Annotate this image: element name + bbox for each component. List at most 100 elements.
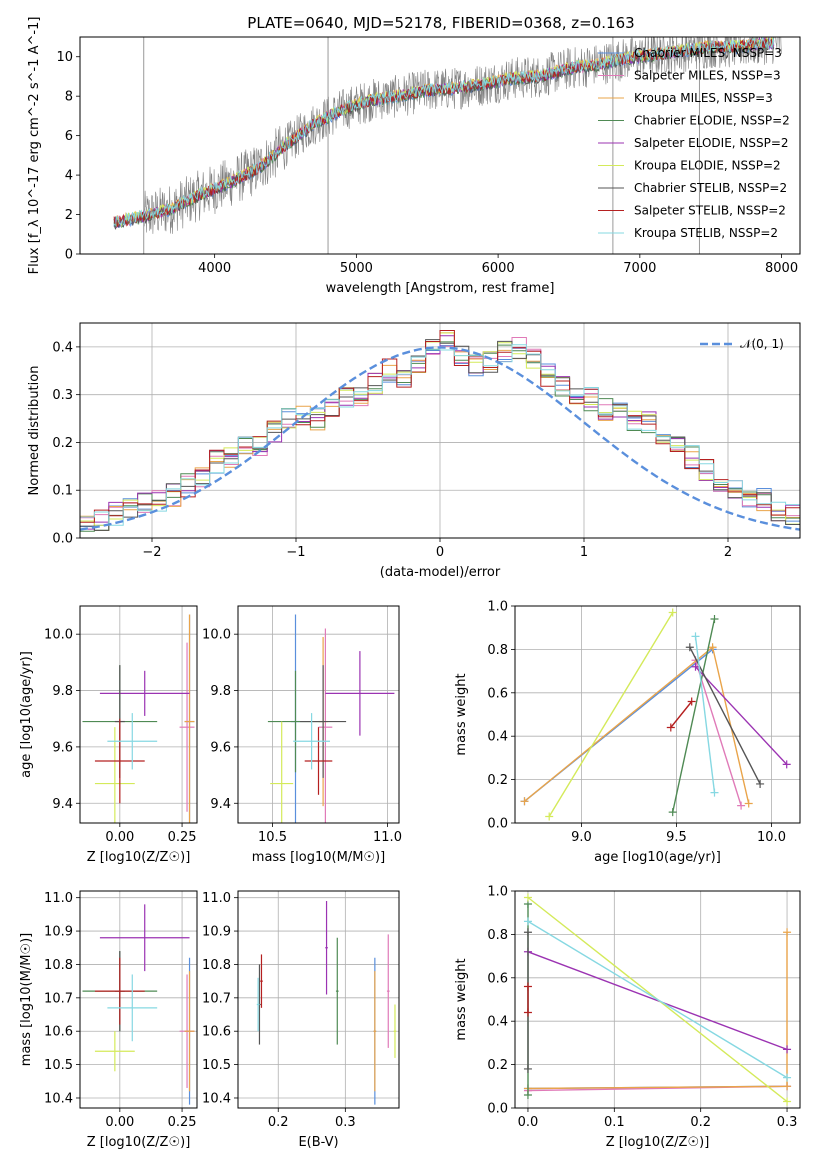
plot-area <box>256 901 397 1105</box>
y-tick-label: 0.4 <box>487 730 508 745</box>
x-tick-label: 0.00 <box>105 830 134 845</box>
y-tick-label: 10 <box>56 50 73 65</box>
y-tick-label: 10.5 <box>44 1058 73 1073</box>
y-tick-label: 2 <box>65 208 73 223</box>
x-tick-label: 11.0 <box>373 830 402 845</box>
panel-age-vs-mass-weight: 9.0 9.5 10.0 0.0 0.2 0.4 0.6 0.8 1.0 age [log10(a… <box>454 600 801 865</box>
weight-series-line <box>524 645 750 804</box>
y-axis-label: Flux [f_λ 10^-17 erg cm^-2 s^-1 A^-1] <box>27 17 42 275</box>
y-tick-label: 10.9 <box>44 925 73 940</box>
y-tick-label: 0.6 <box>487 686 508 701</box>
legend-label: Chabrier MILES, NSSP=3 <box>634 46 782 60</box>
y-tick-label: 0.8 <box>487 928 508 943</box>
axes-frame <box>79 605 198 824</box>
y-tick-label: 11.0 <box>44 891 73 906</box>
y-tick-label: 10.4 <box>44 1091 73 1106</box>
weight-point-marker <box>668 808 677 817</box>
y-tick-label: 4 <box>65 169 73 184</box>
y-tick-label: 0.0 <box>487 1102 508 1117</box>
x-axis-label: E(B-V) <box>298 1135 338 1150</box>
normal-curve <box>80 346 800 531</box>
legend-label: Salpeter MILES, NSSP=3 <box>634 69 781 83</box>
x-axis-label: mass [log10(M/M☉)] <box>252 850 385 865</box>
weight-point-marker <box>523 982 532 991</box>
x-tick-label: 0.1 <box>604 1115 625 1130</box>
y-tick-label: 0.8 <box>487 643 508 658</box>
x-tick-label: 10.0 <box>757 830 786 845</box>
model-series-line <box>113 37 775 227</box>
x-tick-label: 0.2 <box>268 1115 289 1130</box>
y-tick-label: 10.7 <box>44 991 73 1006</box>
weight-series-line <box>694 636 716 793</box>
weight-point-marker <box>783 1045 792 1054</box>
panel-residual-histogram: −2 −1 0 1 2 0.0 0.1 0.2 0.3 0.4 (data-model)/error… <box>27 322 801 580</box>
x-tick-label: 0.25 <box>168 830 197 845</box>
plot-area <box>82 904 195 1105</box>
x-axis-label: wavelength [Angstrom, rest frame] <box>326 281 555 296</box>
y-tick-label: 0.4 <box>487 1015 508 1030</box>
panel-spectrum: 4000 5000 6000 7000 8000 0 2 4 6 8 10 wavelength [A… <box>27 17 801 296</box>
y-axis-label: mass weight <box>454 673 469 755</box>
y-tick-label: 9.4 <box>210 797 231 812</box>
weight-point-marker <box>710 788 719 797</box>
y-tick-label: 0.3 <box>52 388 73 403</box>
legend-label: Kroupa MILES, NSSP=3 <box>634 91 773 105</box>
x-tick-label: 2 <box>724 545 732 560</box>
y-axis-label: age [log10(age/yr)] <box>19 651 34 778</box>
x-tick-label: −2 <box>142 545 161 560</box>
x-axis-label: age [log10(age/yr)] <box>594 850 721 865</box>
y-tick-label: 0.2 <box>487 1058 508 1073</box>
x-tick-label: 0.00 <box>105 1115 134 1130</box>
legend-label: Salpeter ELODIE, NSSP=2 <box>634 136 789 150</box>
weight-series-line <box>527 920 788 1079</box>
x-tick-label: 0.3 <box>777 1115 798 1130</box>
weight-point-marker <box>783 1073 792 1082</box>
weight-point-marker <box>783 928 792 937</box>
plot-area <box>80 330 800 532</box>
plot-area <box>520 608 791 821</box>
y-axis-label: mass weight <box>454 958 469 1040</box>
y-tick-label: 0.4 <box>52 340 73 355</box>
figure-title: PLATE=0640, MJD=52178, FIBERID=0368, z=0… <box>247 14 634 32</box>
weight-point-marker <box>691 662 700 671</box>
axes-frame <box>514 890 801 1109</box>
x-tick-label: 4000 <box>198 261 231 276</box>
weight-point-marker <box>783 1097 792 1106</box>
y-tick-label: 10.6 <box>44 1025 73 1040</box>
legend-label: Kroupa STELIB, NSSP=2 <box>634 226 778 240</box>
weight-point-marker <box>691 632 700 641</box>
y-tick-label: 10.6 <box>202 1025 231 1040</box>
y-tick-label: 0.0 <box>52 532 73 547</box>
weight-point-marker <box>523 928 532 937</box>
y-tick-label: 10.8 <box>44 958 73 973</box>
weight-point-marker <box>782 760 791 769</box>
y-tick-label: 0.0 <box>487 817 508 832</box>
panel-mass-vs-age: 10.5 11.0 9.4 9.6 9.8 10.0 mass [log10(M/M☉)] <box>202 605 402 865</box>
x-tick-label: 0.0 <box>518 1115 539 1130</box>
legend-label: 𝒩(0, 1) <box>740 337 784 351</box>
y-tick-label: 8 <box>65 90 73 105</box>
y-axis-label: Normed distribution <box>27 366 42 496</box>
axes-frame <box>514 605 801 824</box>
y-tick-label: 0.6 <box>487 971 508 986</box>
x-axis-label: (data-model)/error <box>380 565 501 580</box>
weight-point-marker <box>756 779 765 788</box>
x-tick-label: 9.0 <box>571 830 592 845</box>
histogram-series <box>80 330 800 523</box>
x-tick-label: 1 <box>580 545 588 560</box>
axes-frame <box>79 890 198 1109</box>
axes-frame <box>79 322 801 539</box>
x-tick-label: 8000 <box>765 261 798 276</box>
y-tick-label: 10.0 <box>44 628 73 643</box>
weight-point-marker <box>744 799 753 808</box>
y-tick-label: 0.1 <box>52 484 73 499</box>
weight-series-line <box>689 646 761 785</box>
weight-series-line <box>694 660 742 806</box>
x-tick-label: 0 <box>436 545 444 560</box>
y-tick-label: 0 <box>65 248 73 263</box>
y-axis-label: mass [log10(M/M☉)] <box>19 933 34 1066</box>
plot-area <box>82 614 195 823</box>
weight-point-marker <box>666 723 675 732</box>
weight-point-marker <box>687 697 696 706</box>
plot-area <box>113 37 782 254</box>
